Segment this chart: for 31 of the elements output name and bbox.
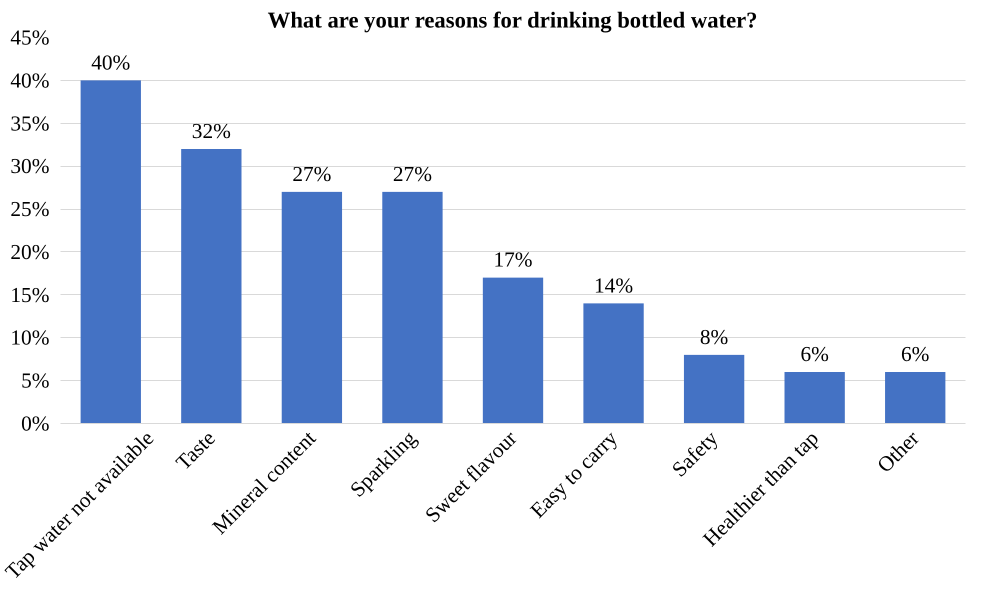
bar [181,149,242,424]
data-label: 6% [901,342,930,366]
bar [282,192,342,424]
y-tick-label: 0% [21,412,50,436]
data-label: 27% [292,162,332,186]
chart-title: What are your reasons for drinking bottled water? [268,8,758,32]
bar [784,372,845,424]
data-label: 14% [594,273,634,298]
y-tick-label: 40% [10,68,50,92]
bar [885,372,946,424]
bar [382,192,443,424]
y-tick-label: 30% [10,154,50,178]
data-label: 40% [91,50,131,74]
data-label: 6% [800,342,830,366]
y-tick-label: 10% [10,326,50,350]
x-tick-label: Easy to carry [526,426,622,523]
y-tick-label: 5% [21,368,50,393]
y-tick-label: 35% [10,111,50,136]
bar [684,354,744,424]
x-tick-label: Taste [171,426,220,475]
y-tick-label: 15% [10,282,50,307]
bar [583,303,644,424]
data-label: 32% [192,119,232,144]
bar [482,278,544,424]
data-label: 17% [493,248,533,272]
y-tick-label: 45% [10,26,50,50]
y-tick-label: 25% [10,197,50,222]
data-label: 8% [700,324,729,349]
bar [80,80,141,424]
data-label: 27% [392,162,432,186]
y-tick-label: 20% [10,240,50,264]
